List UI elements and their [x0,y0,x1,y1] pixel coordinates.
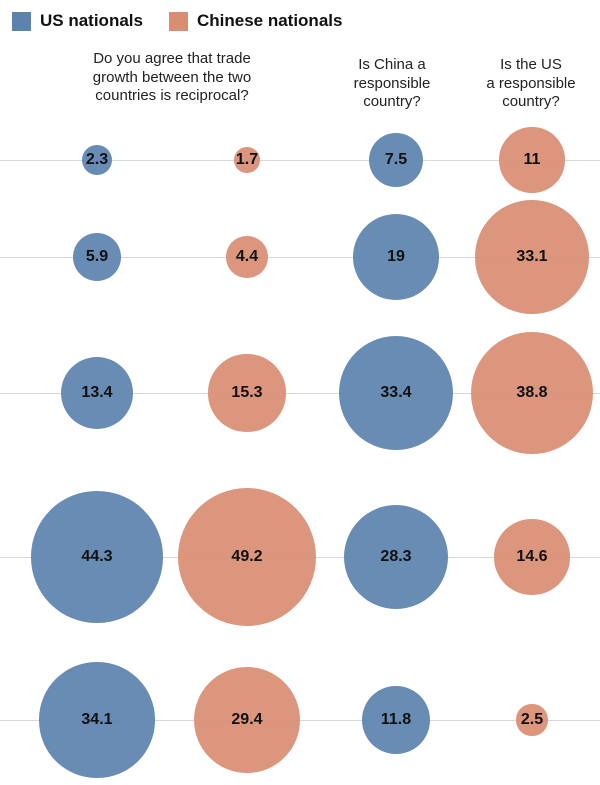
bubble-value-label: 2.5 [520,710,544,728]
bubble-value-label: 19 [387,247,405,265]
legend-label-us-nationals: US nationals [40,11,143,30]
bubble-3-row-1: 7.5 [369,133,423,187]
bubble-2-row-1: 1.7 [234,147,260,173]
bubble-value-label: 44.3 [81,547,113,565]
us-nationals-swatch-icon [12,11,31,31]
chinese-nationals-swatch-icon [168,11,188,31]
bubble-1-row-3: 13.4 [60,356,134,430]
bubble-value-label: 28.3 [380,547,412,565]
bubble-4-row-1: 11 [499,127,565,193]
bubble-1-row-2: 5.9 [73,233,121,281]
row-gridline [0,393,600,394]
bubble-3-row-3: 33.4 [339,336,453,450]
bubble-value-label: 34.1 [81,710,113,728]
legend-label-chinese-nationals: Chinese nationals [196,11,343,30]
column-header-us-responsible: Is the US a responsible country? [486,56,576,110]
bubble-3-row-5: 11.8 [362,686,430,754]
bubble-1-row-5: 34.1 [39,662,155,778]
bubble-value-label: 11.8 [380,710,412,728]
bubble-4-row-2: 33.1 [475,200,589,314]
row-gridline [0,257,600,258]
bubble-2-row-4: 49.2 [177,487,317,627]
bubble-1-row-4: 44.3 [31,491,163,623]
column-header-trade-reciprocal: Do you agree that trade growth between t… [92,50,252,104]
bubble-2-row-2: 4.4 [226,236,268,278]
bubble-3-row-4: 28.3 [343,504,449,610]
row-gridline [0,720,600,721]
bubble-value-label: 29.4 [231,710,263,728]
bubble-value-label: 49.2 [231,547,263,565]
bubble-4-row-4: 14.6 [494,519,570,595]
bubble-value-label: 7.5 [384,150,408,168]
bubble-3-row-2: 19 [353,214,439,300]
bubble-value-label: 14.6 [516,547,548,565]
bubble-value-label: 38.8 [516,383,548,401]
bubble-value-label: 13.4 [81,383,113,401]
legend-item-chinese-nationals: Chinese nationals [168,11,343,31]
bubble-value-label: 5.9 [85,247,109,265]
bubble-value-label: 33.1 [516,247,548,265]
bubble-2-row-5: 29.4 [193,666,301,774]
bubble-value-label: 1.7 [235,150,259,168]
bubble-value-label: 11 [523,150,541,168]
bubble-value-label: 15.3 [231,383,263,401]
bubble-value-label: 2.3 [85,150,109,168]
bubble-4-row-3: 38.8 [470,331,594,455]
bubble-value-label: 33.4 [380,383,412,401]
row-gridline [0,160,600,161]
bubble-value-label: 4.4 [235,247,259,265]
bubble-2-row-3: 15.3 [208,354,286,432]
legend: US nationals Chinese nationals [12,11,342,31]
bubble-4-row-5: 2.5 [516,704,548,736]
column-header-china-responsible: Is China a responsible country? [353,56,431,110]
bubble-1-row-1: 2.3 [82,145,112,175]
legend-item-us-nationals: US nationals [12,11,143,31]
